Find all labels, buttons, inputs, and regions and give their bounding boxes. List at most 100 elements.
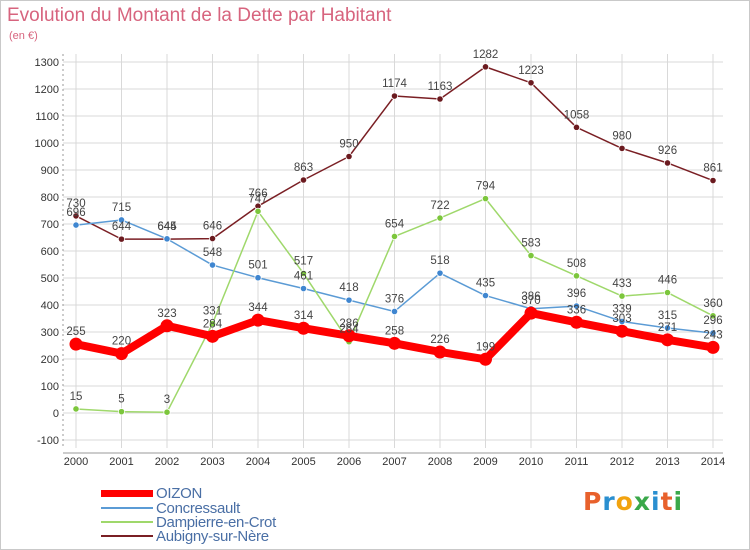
data-point-concressault xyxy=(390,307,399,316)
y-tick-label: 300 xyxy=(41,327,59,339)
brand-letter: i xyxy=(673,487,684,516)
x-tick-label: 2013 xyxy=(655,456,679,468)
y-tick-label: 400 xyxy=(41,300,59,312)
x-tick-label: 2008 xyxy=(428,456,452,468)
data-point-aubigny-sur-n-re xyxy=(208,234,217,243)
legend-label-dampierre: Dampierre-en-Crot xyxy=(156,514,276,531)
data-point-oizon xyxy=(433,345,447,359)
data-label-concressault: 376 xyxy=(385,293,404,305)
data-label-aubigny-sur-n-re: 1058 xyxy=(564,109,590,121)
data-point-oizon xyxy=(570,315,583,329)
legend-item-concressault: Concressault xyxy=(101,500,361,517)
data-point-aubigny-sur-n-re xyxy=(299,176,308,184)
data-point-aubigny-sur-n-re xyxy=(572,123,581,131)
legend-label-concressault: Concressault xyxy=(156,500,240,517)
data-point-concressault xyxy=(72,221,80,229)
x-tick-label: 2009 xyxy=(473,456,497,468)
data-label-concressault: 461 xyxy=(294,271,313,283)
data-label-oizon: 258 xyxy=(385,325,404,337)
legend-swatch-concressault xyxy=(101,507,153,509)
data-point-dampierre-en-crot xyxy=(299,269,308,278)
data-point-aubigny-sur-n-re xyxy=(117,235,126,243)
data-label-aubigny-sur-n-re: 1223 xyxy=(518,65,544,77)
data-point-dampierre-en-crot xyxy=(208,320,217,328)
data-point-dampierre-en-crot xyxy=(709,312,717,320)
data-label-concressault: 339 xyxy=(612,303,631,315)
y-tick-label: 0 xyxy=(53,408,59,420)
data-label-aubigny-sur-n-re: 980 xyxy=(612,130,631,142)
chart-subtitle: (en €) xyxy=(9,30,38,42)
data-point-oizon xyxy=(297,321,310,335)
data-point-dampierre-en-crot xyxy=(663,288,672,297)
data-label-concressault: 501 xyxy=(248,260,267,272)
data-label-concressault: 715 xyxy=(112,202,131,214)
data-point-oizon xyxy=(706,340,720,354)
y-tick-label: 800 xyxy=(41,192,59,204)
x-tick-label: 2004 xyxy=(246,456,270,468)
legend-item-dampierre: Dampierre-en-Crot xyxy=(101,514,361,531)
data-label-dampierre-en-crot: 508 xyxy=(567,258,586,270)
data-point-oizon xyxy=(479,352,492,366)
x-tick-label: 2010 xyxy=(519,456,543,468)
y-tick-label: 500 xyxy=(41,273,59,285)
x-tick-label: 2011 xyxy=(565,456,589,468)
data-label-concressault: 418 xyxy=(339,282,358,294)
data-label-concressault: 696 xyxy=(66,207,85,219)
data-label-dampierre-en-crot: 360 xyxy=(703,298,722,310)
data-point-oizon xyxy=(388,336,401,350)
data-point-concressault xyxy=(208,261,217,269)
data-label-oizon: 303 xyxy=(612,313,631,325)
brand-letter: o xyxy=(615,487,634,516)
data-point-aubigny-sur-n-re xyxy=(663,159,672,167)
y-tick-label: 200 xyxy=(41,354,59,366)
data-point-aubigny-sur-n-re xyxy=(436,95,444,103)
x-tick-label: 2002 xyxy=(155,456,179,468)
data-point-dampierre-en-crot xyxy=(390,232,399,241)
data-point-dampierre-en-crot xyxy=(72,405,80,413)
data-label-oizon: 344 xyxy=(248,302,268,314)
data-point-dampierre-en-crot xyxy=(527,251,535,260)
legend-label-aubigny: Aubigny-sur-Nère xyxy=(156,528,269,545)
data-point-aubigny-sur-n-re xyxy=(390,92,399,100)
data-label-aubigny-sur-n-re: 926 xyxy=(658,145,677,157)
data-point-oizon xyxy=(524,306,538,320)
data-label-aubigny-sur-n-re: 1174 xyxy=(382,78,407,90)
data-label-aubigny-sur-n-re: 863 xyxy=(294,162,313,174)
data-label-concressault: 396 xyxy=(567,288,586,300)
data-label-oizon: 243 xyxy=(703,329,722,341)
data-label-aubigny-sur-n-re: 766 xyxy=(248,188,267,200)
data-point-concressault xyxy=(618,317,626,326)
data-label-dampierre-en-crot: 433 xyxy=(612,278,631,290)
y-tick-label: 700 xyxy=(41,219,59,231)
brand-letter: r xyxy=(602,487,616,516)
legend-swatch-aubigny xyxy=(101,535,153,537)
data-label-dampierre-en-crot: 3 xyxy=(164,394,170,406)
brand-letter: P xyxy=(583,487,603,516)
data-label-dampierre-en-crot: 446 xyxy=(658,275,677,287)
data-label-dampierre-en-crot: 264 xyxy=(339,324,359,336)
brand-letter: x xyxy=(633,487,651,516)
data-point-aubigny-sur-n-re xyxy=(709,176,717,185)
data-point-concressault xyxy=(299,284,308,293)
data-label-oizon: 255 xyxy=(66,326,85,338)
y-tick-label: 1000 xyxy=(35,138,59,150)
data-label-dampierre-en-crot: 5 xyxy=(118,394,124,406)
legend-label-oizon: OIZON xyxy=(156,485,202,502)
data-label-oizon: 284 xyxy=(203,318,223,330)
data-point-dampierre-en-crot xyxy=(572,272,581,280)
data-label-concressault: 296 xyxy=(703,315,722,327)
data-label-dampierre-en-crot: 517 xyxy=(294,255,313,267)
y-tick-label: 900 xyxy=(41,165,59,177)
data-label-oizon: 370 xyxy=(521,295,540,307)
x-tick-label: 2006 xyxy=(337,456,361,468)
data-label-dampierre-en-crot: 15 xyxy=(70,391,83,403)
x-tick-label: 2000 xyxy=(64,456,88,468)
data-label-oizon: 220 xyxy=(112,336,131,348)
brand-letter: i xyxy=(651,487,661,516)
proxiti-logo: Proxiti xyxy=(583,487,683,516)
x-tick-label: 2001 xyxy=(109,456,133,468)
x-tick-label: 2005 xyxy=(291,456,315,468)
data-label-concressault: 548 xyxy=(203,247,222,259)
data-label-concressault: 386 xyxy=(521,291,540,303)
